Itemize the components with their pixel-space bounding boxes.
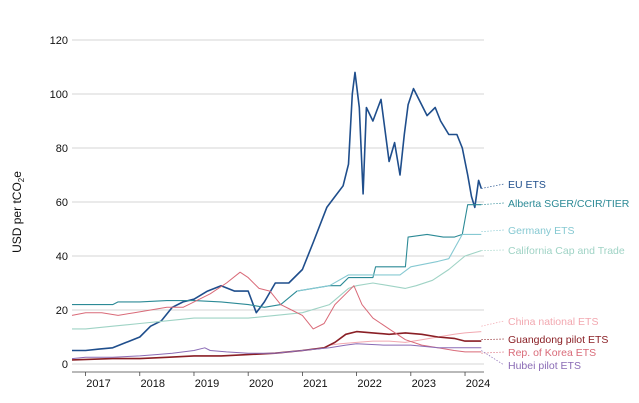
x-tick-label: 2021	[303, 378, 327, 390]
y-tick-label: 20	[56, 305, 68, 317]
series-label-alberta-sger-ccir-tier: Alberta SGER/CCIR/TIER	[508, 198, 630, 210]
series-label-rep-of-korea-ets: Rep. of Korea ETS	[508, 347, 596, 359]
x-tick-label: 2019	[195, 378, 219, 390]
gridlines	[72, 39, 484, 365]
label-leader-california-cap-and-trade	[481, 249, 505, 251]
series-line-hubei-pilot-ets	[71, 343, 482, 360]
label-leader-hubei-pilot-ets	[481, 350, 505, 366]
y-tick-label: 60	[56, 197, 68, 209]
x-tick-label: 2024	[466, 378, 490, 390]
label-leader-eu-ets	[481, 183, 505, 189]
y-tick-label: 120	[50, 35, 68, 47]
y-tick-label: 80	[56, 143, 68, 155]
series-labels: EU ETS Alberta SGER/CCIR/TIER Germany ETS C…	[481, 179, 630, 372]
series-label-hubei-pilot-ets: Hubei pilot ETS	[508, 360, 581, 372]
series-label-california-cap-and-trade: California Cap and Trade	[508, 245, 625, 257]
series-label-eu-ets: EU ETS	[508, 179, 546, 191]
label-leader-germany-ets	[481, 229, 505, 233]
series-line-california-cap-and-trade	[72, 250, 482, 330]
x-tick-label: 2023	[412, 378, 436, 390]
series-line-germany-ets	[296, 233, 482, 292]
label-leader-guangdong-pilot-ets	[481, 338, 505, 341]
label-leader-rep-of-korea-ets	[481, 351, 505, 354]
series-line-guangdong-pilot-ets	[71, 330, 482, 361]
series-label-guangdong-pilot-ets: Guangdong pilot ETS	[508, 334, 608, 346]
x-tick-label: 2022	[357, 378, 381, 390]
y-axis: 0 20 40 60 80 100 120	[50, 35, 68, 371]
y-axis-label: USD per tCO2e	[10, 171, 26, 253]
y-tick-label: 100	[50, 89, 68, 101]
y-tick-label: 40	[56, 251, 68, 263]
y-tick-label: 0	[62, 359, 68, 371]
label-leader-china-national-ets	[481, 320, 505, 327]
label-leader-alberta-sger-ccir-tier	[481, 202, 505, 206]
series-label-germany-ets: Germany ETS	[508, 225, 575, 237]
series-lines	[71, 71, 483, 361]
series-line-rep-of-korea-ets	[71, 271, 482, 353]
series-line-china-national-ets	[329, 331, 482, 346]
series-line-eu-ets	[72, 71, 483, 352]
x-axis: 2017 2018 2019 2020 2021 2022 2023 2024	[72, 371, 490, 390]
x-tick-label: 2020	[249, 378, 273, 390]
x-tick-label: 2018	[141, 378, 165, 390]
series-label-china-national-ets: China national ETS	[508, 316, 598, 328]
x-tick-label: 2017	[86, 378, 110, 390]
